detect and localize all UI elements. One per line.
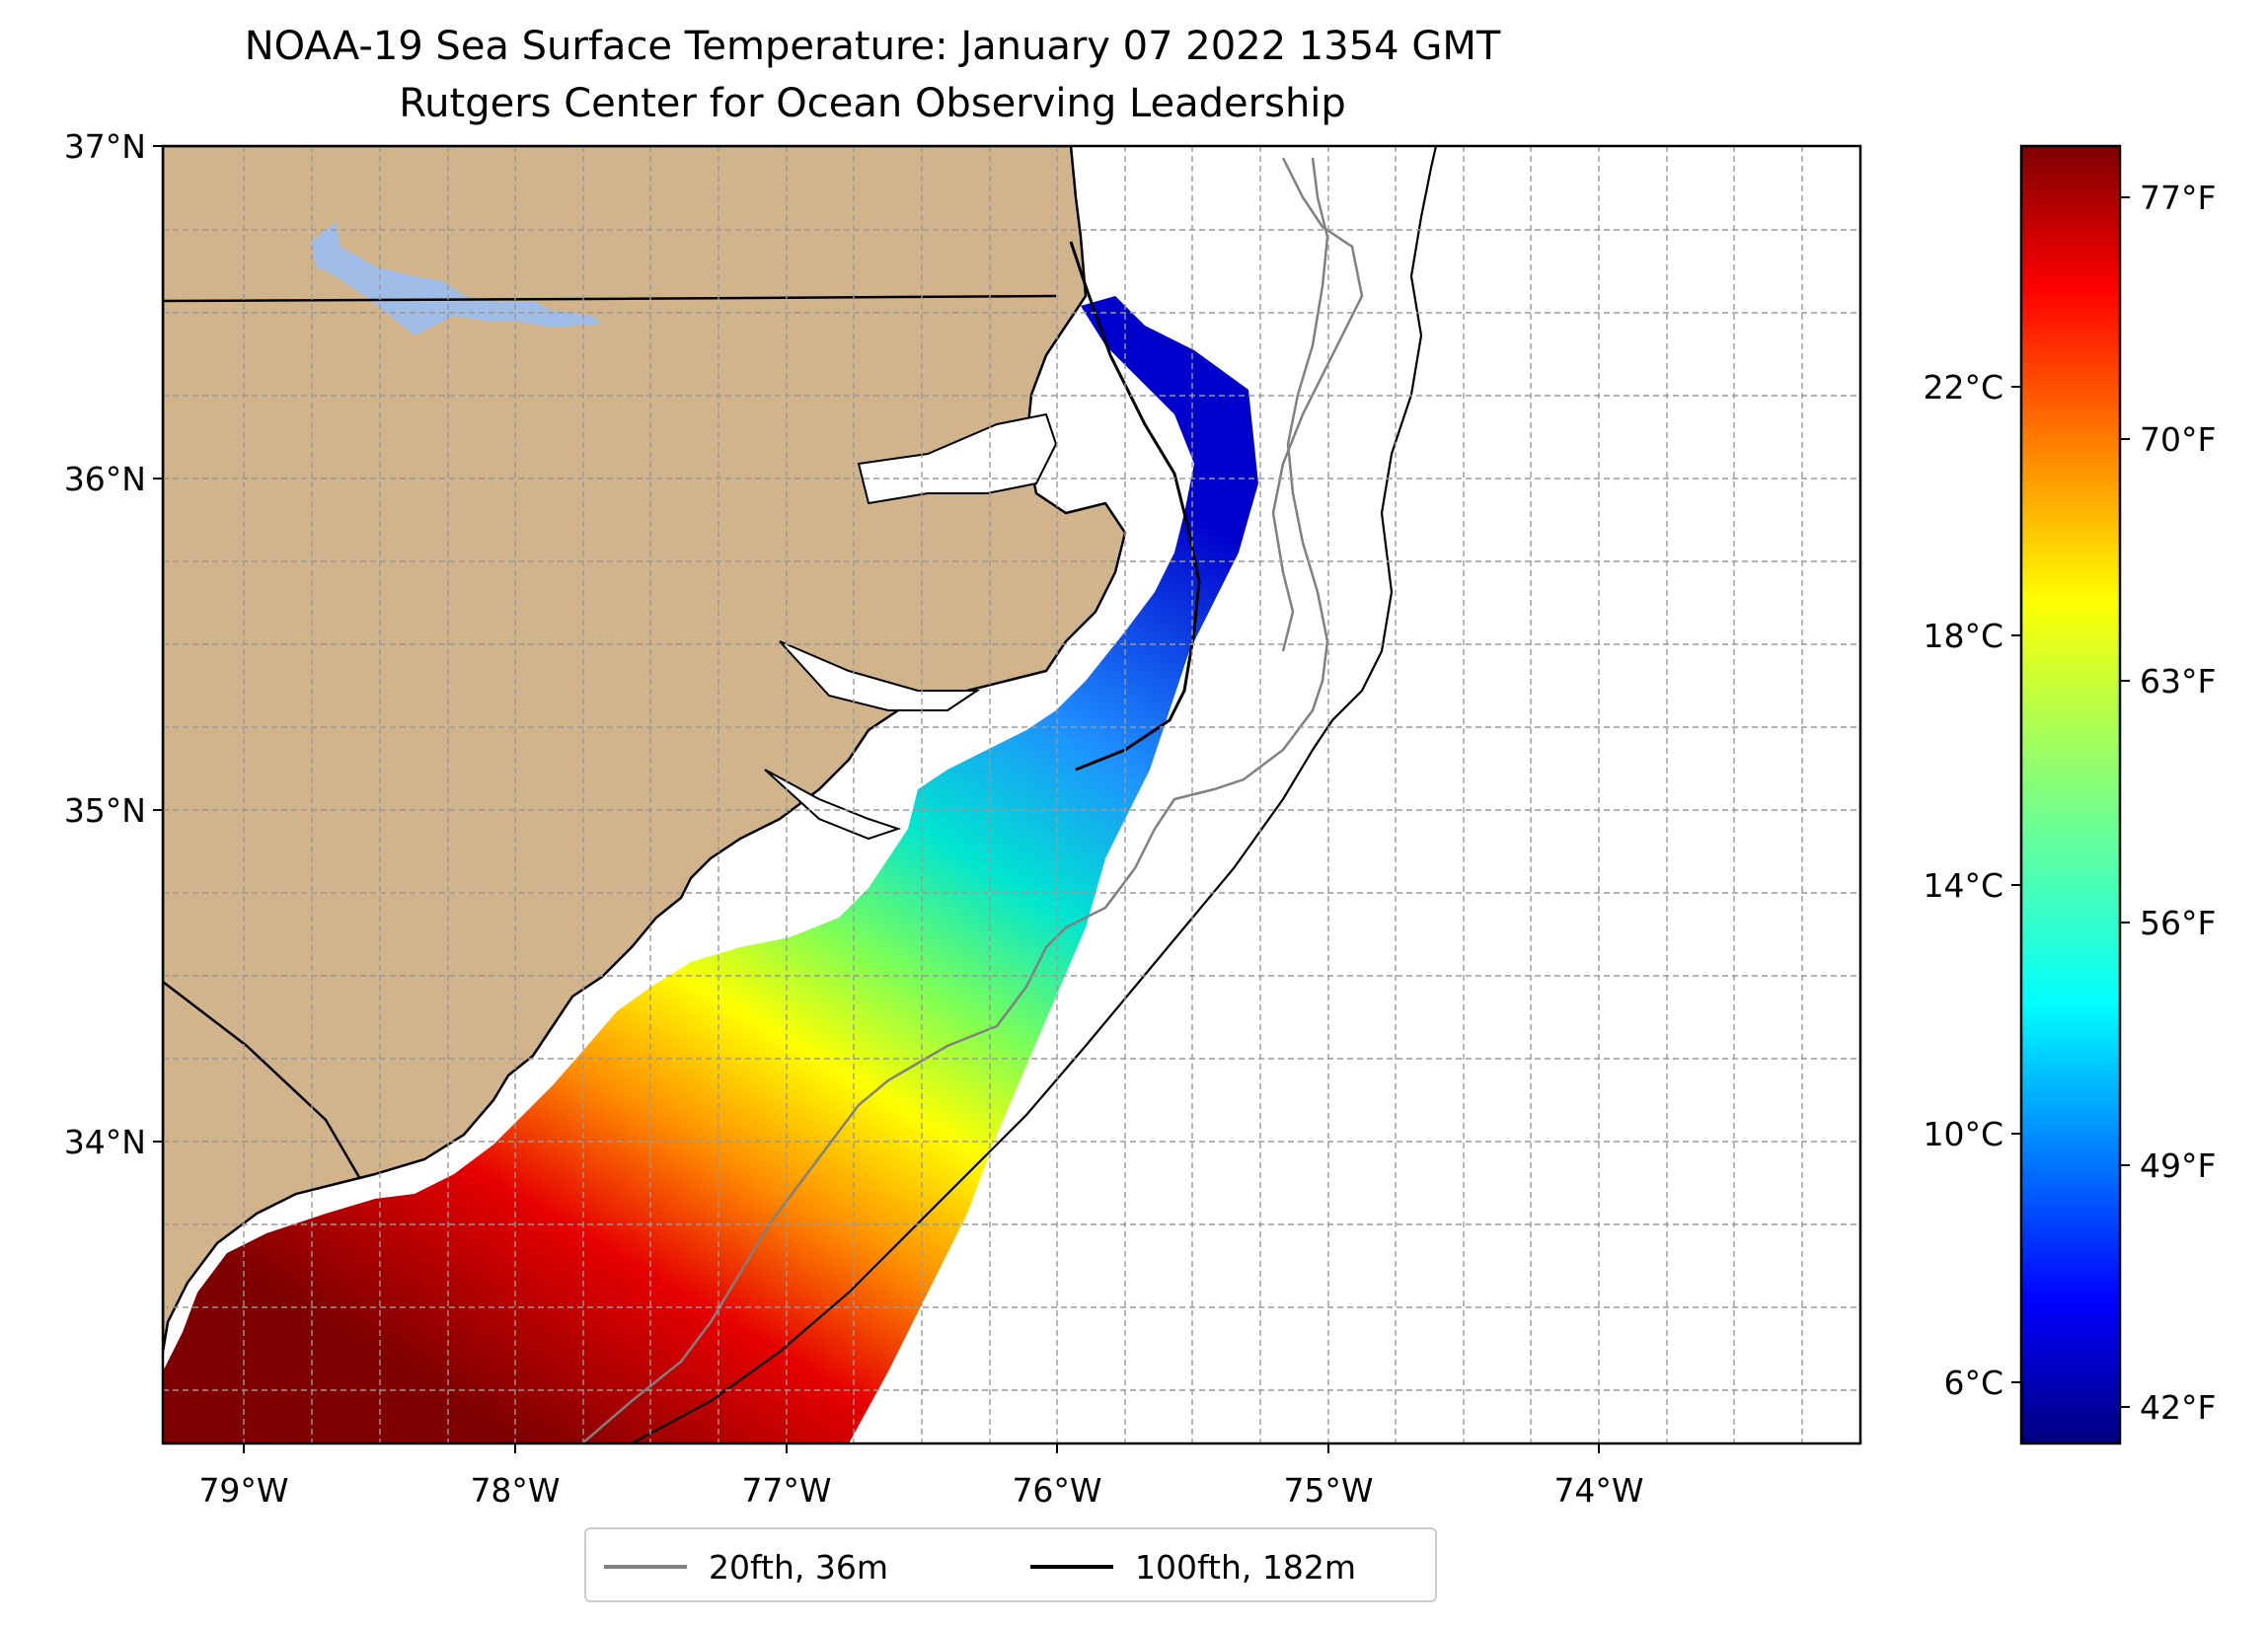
colorbar-label-63f: 63°F xyxy=(2140,662,2216,701)
lon-label-74w: 74°W xyxy=(1553,1471,1643,1510)
gridlines xyxy=(163,146,1860,1443)
colorbar-label-22c: 22°C xyxy=(1923,368,2003,406)
colorbar-label-10c: 10°C xyxy=(1923,1115,2003,1153)
kerr-lake xyxy=(311,222,602,335)
lat-label-35n: 35°N xyxy=(64,791,146,830)
map-frame xyxy=(161,144,1862,1445)
legend-label-100fth: 100fth, 182m xyxy=(1135,1547,1356,1587)
legend: 20fth, 36m 100fth, 182m xyxy=(584,1527,1437,1602)
lon-label-75w: 75°W xyxy=(1283,1471,1373,1510)
nc-sc-border xyxy=(163,981,362,1180)
colorbar-label-18c: 18°C xyxy=(1923,617,2003,655)
isobath-20fth-shoal xyxy=(1271,157,1364,652)
lat-label-34n: 34°N xyxy=(64,1123,146,1161)
colorbar-label-56f: 56°F xyxy=(2140,904,2216,942)
outer-banks xyxy=(1069,241,1201,772)
isobath-100fth xyxy=(631,146,1438,1443)
chart-subtitle: Rutgers Center for Ocean Observing Leade… xyxy=(399,81,1346,126)
lat-label-37n: 37°N xyxy=(64,127,146,166)
lon-label-78w: 78°W xyxy=(470,1471,560,1510)
lon-label-79w: 79°W xyxy=(198,1471,288,1510)
colorbar-label-77f: 77°F xyxy=(2140,179,2216,217)
pamlico-sound xyxy=(857,412,1058,505)
legend-swatch-black xyxy=(1030,1565,1113,1569)
colorbar-label-49f: 49°F xyxy=(2140,1146,2216,1185)
colorbar-label-6c: 6°C xyxy=(1943,1364,2003,1402)
colorbar xyxy=(2019,144,2122,1445)
isobath-20fth xyxy=(581,157,1329,1443)
map-plot-area xyxy=(163,146,1860,1443)
colorbar-celsius-ticks xyxy=(2011,386,2021,1383)
chart-title: NOAA-19 Sea Surface Temperature: January… xyxy=(244,24,1501,69)
colorbar-label-42f: 42°F xyxy=(2140,1388,2216,1427)
legend-swatch-gray xyxy=(604,1565,687,1569)
va-nc-border xyxy=(163,294,1057,303)
legend-item-20fth: 20fth, 36m xyxy=(604,1529,888,1604)
pamlico-river xyxy=(764,769,902,841)
legend-label-20fth: 20fth, 36m xyxy=(709,1547,888,1587)
lon-label-76w: 76°W xyxy=(1012,1471,1101,1510)
lon-ticks xyxy=(243,1443,1600,1453)
colorbar-fahrenheit-ticks xyxy=(2120,196,2130,1408)
colorbar-label-70f: 70°F xyxy=(2140,420,2216,459)
neuse-river xyxy=(779,640,981,711)
colorbar-label-14c: 14°C xyxy=(1923,866,2003,905)
lat-label-36n: 36°N xyxy=(64,460,146,498)
lat-ticks xyxy=(153,145,163,1143)
lon-label-77w: 77°W xyxy=(741,1471,831,1510)
legend-item-100fth: 100fth, 182m xyxy=(1030,1529,1356,1604)
